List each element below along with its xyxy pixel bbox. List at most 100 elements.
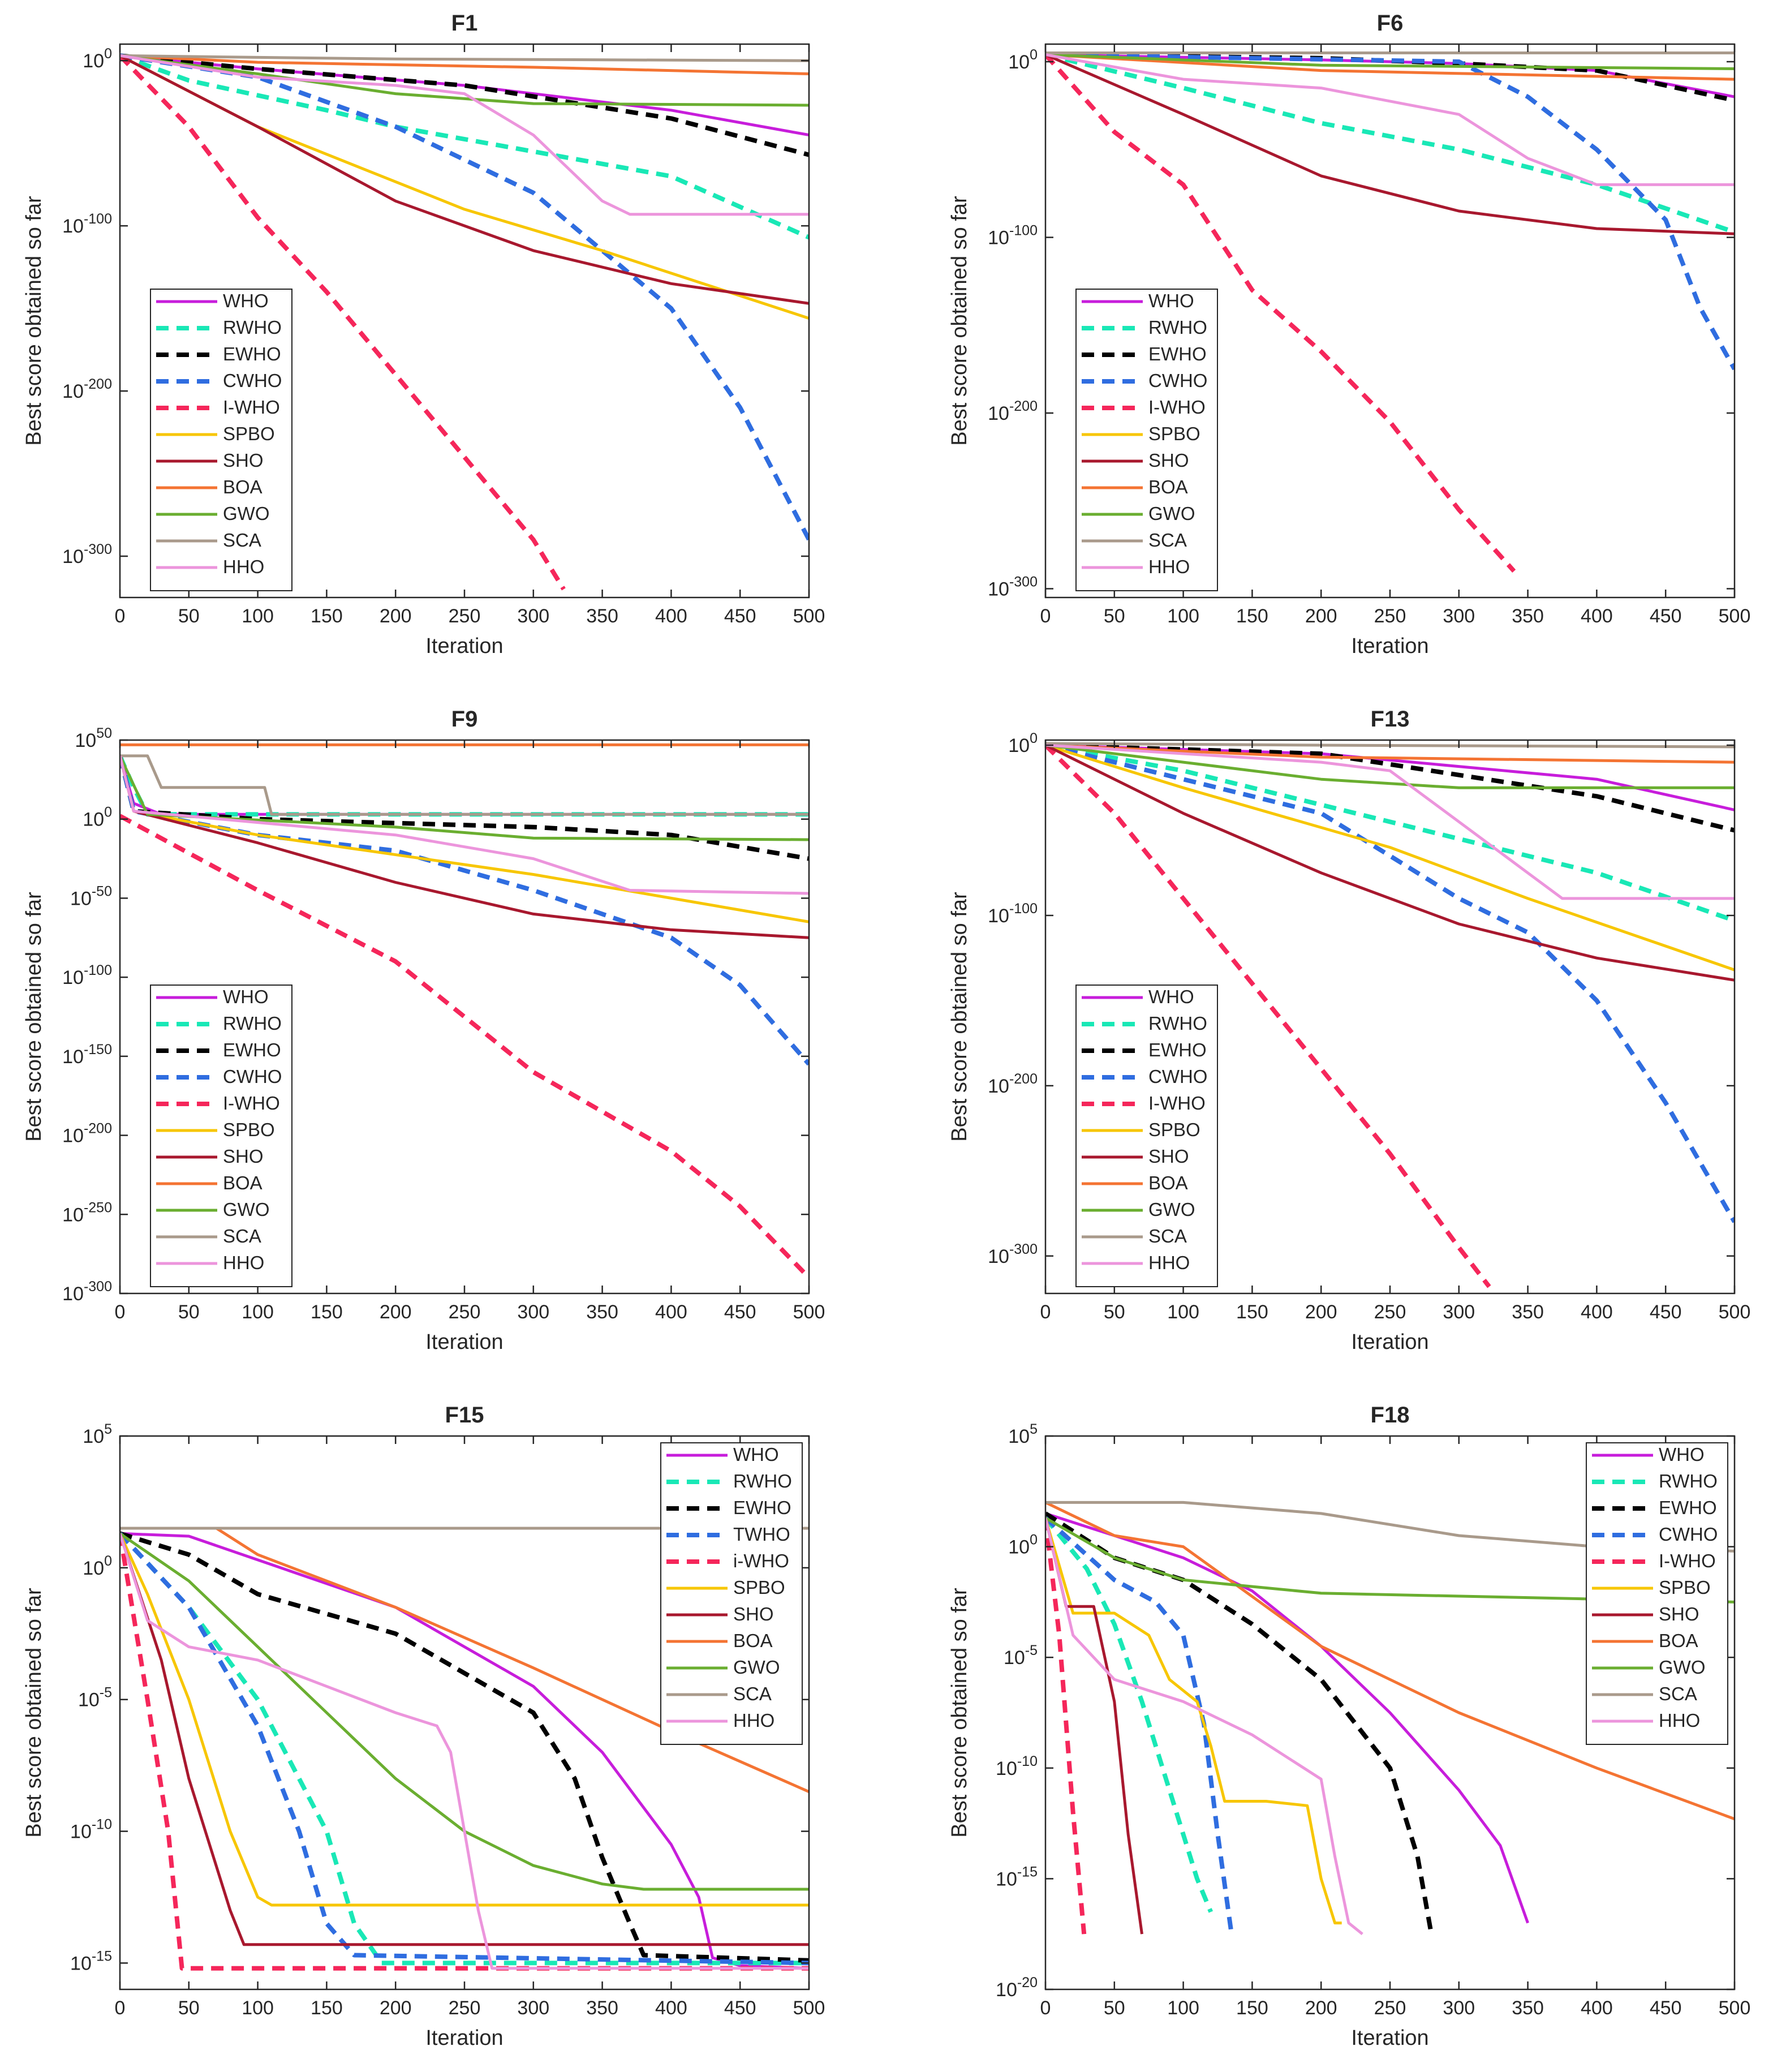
x-tick-label: 0	[1040, 605, 1051, 627]
y-tick-label: 10-5	[78, 1685, 112, 1711]
legend-label-twho: TWHO	[733, 1524, 790, 1545]
series-line-sho	[1045, 53, 1735, 235]
legend-label-spbo: SPBO	[1148, 1119, 1200, 1140]
legend-label-hho: HHO	[223, 1252, 264, 1273]
y-axis-label: Best score obtained so far	[22, 1588, 46, 1838]
legend-label-sca: SCA	[1148, 1226, 1187, 1246]
chart-title: F6	[1377, 11, 1404, 36]
x-tick-label: 350	[586, 1301, 618, 1323]
legend-label-i-who: I-WHO	[1659, 1550, 1716, 1571]
legend-label-rwho: RWHO	[733, 1471, 792, 1491]
series-line-boa	[1045, 53, 1735, 81]
y-axis-label: Best score obtained so far	[948, 1588, 971, 1838]
legend-label-i-who: I-WHO	[223, 1093, 280, 1114]
y-tick-label: 10-15	[70, 1948, 112, 1974]
y-tick-label: 10-100	[988, 901, 1038, 927]
legend-label-rwho: RWHO	[1148, 317, 1207, 338]
x-tick-label: 50	[178, 605, 200, 627]
x-tick-label: 400	[1581, 605, 1613, 627]
series-line-rwho	[1045, 52, 1735, 234]
x-tick-label: 250	[1374, 605, 1406, 627]
x-tick-label: 500	[1719, 605, 1751, 627]
legend-label-rwho: RWHO	[1148, 1013, 1207, 1034]
x-tick-label: 50	[178, 1301, 200, 1323]
chart-f15: 0 50 100 150 200 250 300 350 400 450 500 105 100 10-5…	[22, 1403, 825, 2050]
y-tick-label: 10-300	[62, 1279, 112, 1305]
legend-label-spbo: SPBO	[223, 1119, 275, 1140]
legend: WHO RWHO EWHO CWHO I-WHO SPBO SHO BOA GWO SCA HHO	[1075, 289, 1218, 591]
x-tick-label: 350	[1512, 1301, 1544, 1323]
legend-label-gwo: GWO	[223, 503, 269, 524]
series-line-gwo	[120, 1532, 809, 1891]
series-line-ewho	[1045, 743, 1735, 833]
legend-label-who: WHO	[1148, 290, 1194, 311]
y-tick-label: 10-10	[996, 1753, 1038, 1779]
legend-label-hho: HHO	[223, 556, 264, 577]
y-tick-label: 10-300	[62, 541, 112, 568]
x-tick-label: 450	[1650, 605, 1682, 627]
legend-label-sho: SHO	[223, 450, 264, 471]
y-tick-label: 100	[1008, 47, 1038, 73]
legend-label-who: WHO	[1148, 986, 1194, 1007]
x-tick-label: 400	[655, 1301, 687, 1323]
legend-label-hho: HHO	[1148, 1252, 1190, 1273]
legend-label-hho: HHO	[1659, 1710, 1700, 1731]
legend-label-i-who: i-WHO	[733, 1550, 789, 1571]
legend-label-spbo: SPBO	[733, 1577, 785, 1598]
x-axis-label: Iteration	[425, 634, 503, 658]
legend: WHO RWHO EWHO TWHO i-WHO SPBO SHO BOA GWO SCA HHO	[660, 1442, 803, 1745]
x-tick-label: 200	[1305, 1301, 1337, 1323]
x-tick-label: 450	[724, 605, 756, 627]
legend-label-who: WHO	[223, 290, 269, 311]
series-line-gwo	[120, 755, 809, 841]
series-line-hho	[1045, 53, 1735, 186]
series-line-rwho	[120, 53, 809, 240]
y-tick-label: 105	[1008, 1421, 1038, 1447]
legend-label-sca: SCA	[1148, 530, 1187, 551]
chart-title: F13	[1371, 707, 1410, 732]
x-tick-label: 500	[793, 1997, 825, 2019]
series-line-hho	[120, 1533, 809, 1970]
series-line-cwho	[1045, 1516, 1234, 1935]
legend-label-boa: BOA	[733, 1630, 773, 1651]
x-tick-label: 100	[242, 1997, 274, 2019]
legend-label-sho: SHO	[223, 1146, 264, 1167]
legend-label-gwo: GWO	[1148, 503, 1195, 524]
series-group	[120, 743, 809, 1279]
y-tick-label: 100	[1008, 730, 1038, 756]
legend-label-ewho: EWHO	[223, 1039, 281, 1060]
legend-label-cwho: CWHO	[1148, 1066, 1207, 1087]
chart-title: F9	[451, 707, 478, 732]
x-tick-label: 50	[1104, 1997, 1125, 2019]
legend-label-who: WHO	[1659, 1444, 1705, 1465]
y-tick-label: 10-300	[988, 574, 1038, 600]
legend-label-ewho: EWHO	[1148, 343, 1207, 364]
series-line-gwo	[1045, 743, 1735, 789]
series-line-cwho	[120, 53, 809, 541]
x-tick-label: 350	[586, 605, 618, 627]
x-tick-label: 350	[1512, 605, 1544, 627]
series-line-spbo	[1045, 743, 1735, 971]
x-tick-label: 500	[793, 1301, 825, 1323]
y-tick-label: 105	[83, 1421, 112, 1447]
x-tick-label: 150	[1236, 605, 1268, 627]
chart-f6: 0 50 100 150 200 250 300 350 400 450 500 100 10-100 1…	[948, 11, 1750, 658]
legend: WHO RWHO EWHO CWHO I-WHO SPBO SHO BOA GWO SCA HHO	[1586, 1442, 1728, 1745]
legend-label-gwo: GWO	[733, 1657, 780, 1678]
y-tick-label: 100	[1008, 1532, 1038, 1558]
series-line-sho	[120, 54, 809, 305]
series-line-rwho	[1045, 743, 1735, 923]
y-tick-label: 100	[83, 805, 112, 831]
x-axis-label: Iteration	[1351, 1330, 1428, 1354]
legend-label-cwho: CWHO	[1148, 370, 1207, 391]
legend-label-sho: SHO	[1148, 1146, 1189, 1167]
series-line-rwho	[1045, 1516, 1213, 1913]
x-tick-label: 100	[1167, 605, 1199, 627]
y-tick-label: 10-100	[988, 223, 1038, 249]
series-line-twho	[120, 1532, 809, 1966]
legend-label-sho: SHO	[733, 1604, 774, 1624]
series-line-hho	[120, 54, 809, 216]
x-tick-label: 150	[311, 1301, 343, 1323]
x-tick-label: 100	[242, 605, 274, 627]
